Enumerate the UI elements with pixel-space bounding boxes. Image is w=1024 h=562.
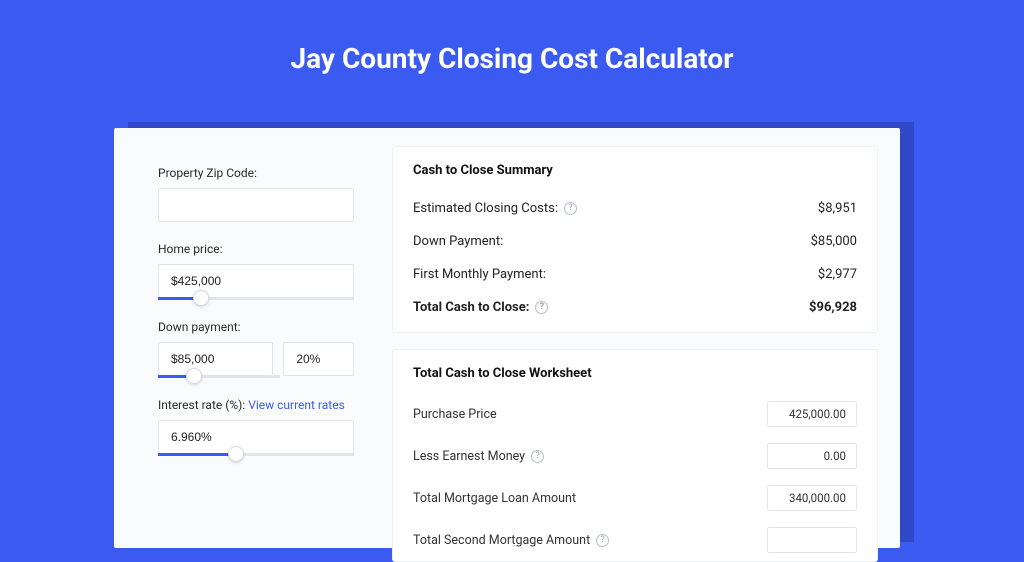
summary-value: $85,000 <box>811 234 857 249</box>
slider-fill <box>158 453 236 456</box>
zip-label: Property Zip Code: <box>158 166 354 180</box>
summary-label: Down Payment: <box>413 234 503 249</box>
help-icon[interactable]: ? <box>564 202 577 215</box>
down-payment-slider-wrap <box>158 342 354 378</box>
help-icon[interactable]: ? <box>531 450 544 463</box>
summary-value: $96,928 <box>809 300 857 315</box>
home-price-label: Home price: <box>158 242 354 256</box>
worksheet-label: Total Mortgage Loan Amount <box>413 491 576 506</box>
summary-title: Cash to Close Summary <box>413 163 857 178</box>
page-title: Jay County Closing Cost Calculator <box>291 42 734 75</box>
summary-label: Total Cash to Close: <box>413 300 529 315</box>
worksheet-value[interactable] <box>767 527 857 553</box>
interest-slider[interactable] <box>158 453 354 456</box>
worksheet-label: Purchase Price <box>413 407 497 422</box>
summary-label: First Monthly Payment: <box>413 267 546 282</box>
summary-row-down-payment: Down Payment: $85,000 <box>413 225 857 258</box>
home-price-block: Home price: <box>158 242 354 300</box>
help-icon[interactable]: ? <box>535 301 548 314</box>
calculator-card: Property Zip Code: Home price: Down paym… <box>114 128 900 548</box>
help-icon[interactable]: ? <box>596 534 609 547</box>
interest-label: Interest rate (%): <box>158 398 245 412</box>
worksheet-block: Total Cash to Close Worksheet Purchase P… <box>392 349 878 562</box>
summary-row-first-monthly: First Monthly Payment: $2,977 <box>413 258 857 291</box>
interest-input[interactable] <box>158 420 354 454</box>
worksheet-value[interactable]: 340,000.00 <box>767 485 857 511</box>
home-price-slider-wrap <box>158 264 354 300</box>
results-panel: Cash to Close Summary Estimated Closing … <box>382 128 900 548</box>
summary-value: $2,977 <box>818 267 857 282</box>
summary-block: Cash to Close Summary Estimated Closing … <box>392 146 878 333</box>
zip-field-block: Property Zip Code: <box>158 166 354 222</box>
down-payment-pct-input[interactable] <box>283 342 354 376</box>
worksheet-row-second-mortgage: Total Second Mortgage Amount ? <box>413 519 857 561</box>
summary-value: $8,951 <box>818 201 857 216</box>
view-rates-link[interactable]: View current rates <box>248 398 345 412</box>
worksheet-title: Total Cash to Close Worksheet <box>413 366 857 381</box>
worksheet-row-earnest-money: Less Earnest Money ? 0.00 <box>413 435 857 477</box>
worksheet-row-mortgage-amount: Total Mortgage Loan Amount 340,000.00 <box>413 477 857 519</box>
interest-label-row: Interest rate (%): View current rates <box>158 398 354 412</box>
home-price-input[interactable] <box>158 264 354 298</box>
slider-thumb[interactable] <box>228 446 244 462</box>
worksheet-label: Total Second Mortgage Amount <box>413 533 590 548</box>
worksheet-label: Less Earnest Money <box>413 449 525 464</box>
home-price-slider[interactable] <box>158 297 354 300</box>
down-payment-label: Down payment: <box>158 320 354 334</box>
summary-label: Estimated Closing Costs: <box>413 201 558 216</box>
worksheet-value[interactable]: 0.00 <box>767 443 857 469</box>
slider-thumb[interactable] <box>186 368 202 384</box>
down-payment-slider[interactable] <box>158 375 280 378</box>
down-payment-input[interactable] <box>158 342 273 376</box>
summary-row-total: Total Cash to Close: ? $96,928 <box>413 291 857 324</box>
summary-row-closing-costs: Estimated Closing Costs: ? $8,951 <box>413 192 857 225</box>
form-panel: Property Zip Code: Home price: Down paym… <box>114 128 382 548</box>
worksheet-value[interactable]: 425,000.00 <box>767 401 857 427</box>
interest-block: Interest rate (%): View current rates <box>158 398 354 456</box>
interest-slider-wrap <box>158 420 354 456</box>
slider-thumb[interactable] <box>193 290 209 306</box>
zip-input[interactable] <box>158 188 354 222</box>
worksheet-row-purchase-price: Purchase Price 425,000.00 <box>413 393 857 435</box>
down-payment-block: Down payment: <box>158 320 354 378</box>
